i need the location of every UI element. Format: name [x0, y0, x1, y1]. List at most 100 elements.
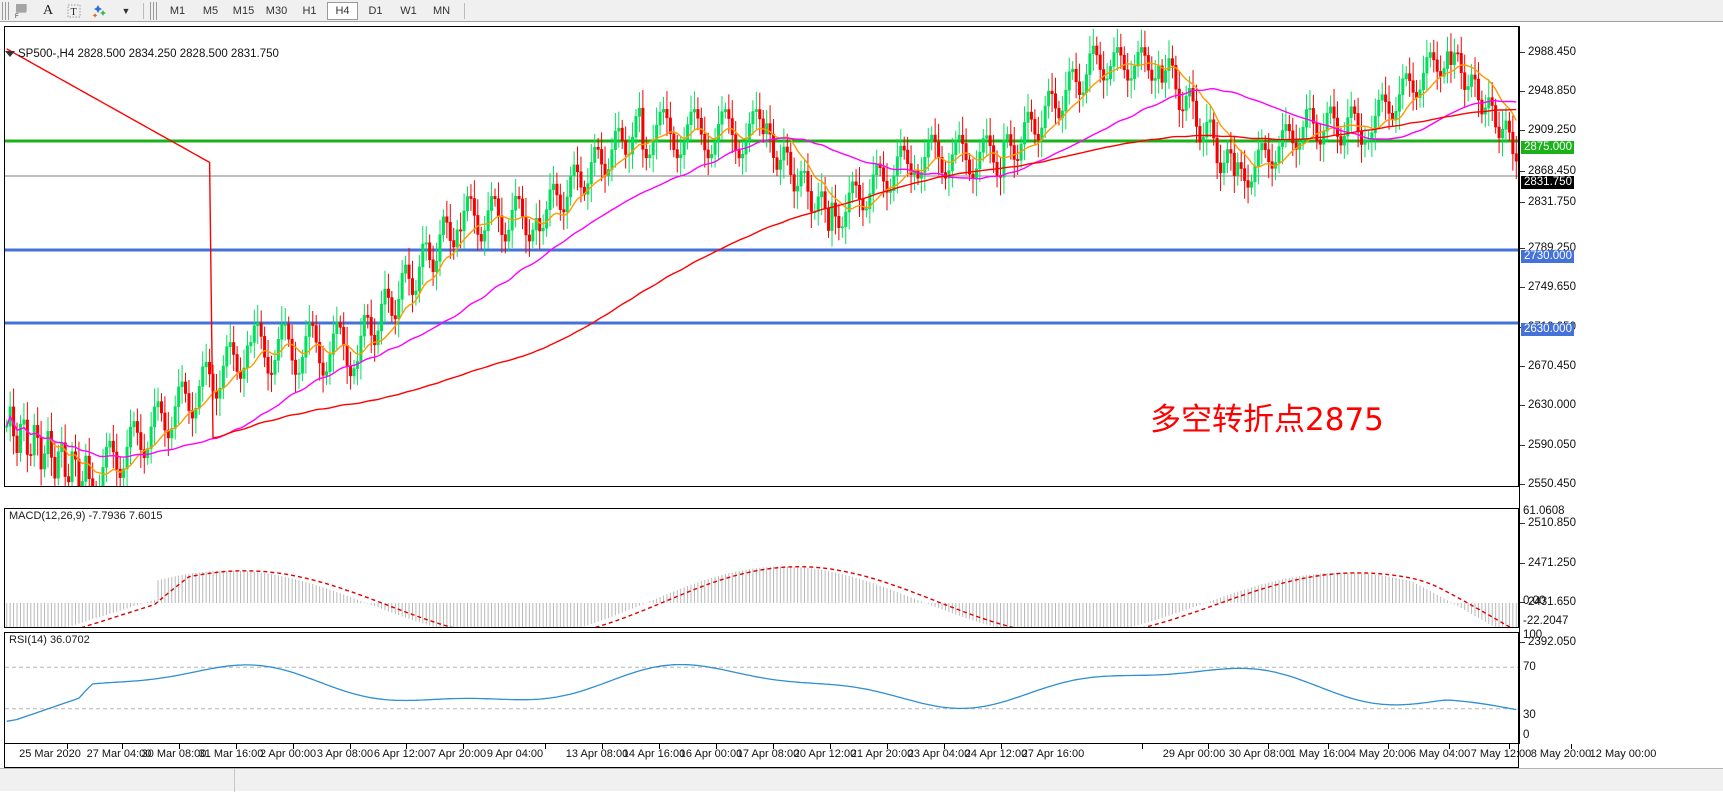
candlestick: [706, 132, 710, 176]
timeframe-w1[interactable]: W1: [400, 4, 417, 17]
candlestick: [149, 411, 153, 464]
svg-text:T: T: [71, 7, 77, 18]
candlestick: [902, 136, 906, 160]
rsi-panel[interactable]: RSI(14) 36.0702: [4, 632, 1519, 744]
candlestick: [80, 471, 84, 486]
text-tool-icon[interactable]: A: [42, 2, 54, 18]
time-tick-separator: [1571, 744, 1572, 749]
level-label-2630[interactable]: 2630.000: [1521, 323, 1574, 336]
candlestick: [576, 146, 580, 191]
time-tick-separator: [1142, 744, 1143, 749]
candlestick: [1181, 92, 1185, 129]
candlestick: [486, 192, 490, 250]
dropdown-arrow-icon[interactable]: ▼: [121, 5, 131, 16]
toolbar-drag-handle[interactable]: [2, 1, 9, 20]
candlestick: [1260, 129, 1264, 164]
candlestick: [531, 222, 535, 249]
candlestick: [1177, 71, 1181, 127]
candlestick: [496, 182, 500, 233]
candlestick: [661, 96, 665, 125]
candlestick: [118, 456, 122, 486]
candlestick: [844, 194, 848, 245]
timeframe-m30[interactable]: M30: [265, 4, 288, 17]
timeframe-h4[interactable]: H4: [327, 1, 358, 20]
grid-period-icon[interactable]: F: [9, 1, 35, 21]
candlestick: [1384, 76, 1388, 120]
price-scale[interactable]: 2988.450 2948.850 2909.250 2868.450 2831.750…: [1519, 26, 1723, 744]
candlestick: [947, 152, 951, 197]
time-tick-separator: [236, 744, 237, 749]
candlestick: [734, 120, 738, 165]
label-tool-icon[interactable]: T: [61, 1, 87, 21]
candlestick: [32, 413, 36, 467]
level-label-2875[interactable]: 2875.000: [1521, 141, 1574, 154]
time-axis[interactable]: 25 Mar 2020 27 Mar 04:00 30 Mar 08:00 31 Ma…: [4, 744, 1656, 768]
candlestick: [441, 209, 445, 242]
templates-icon[interactable]: [87, 1, 113, 21]
timeframe-drag-handle[interactable]: [150, 1, 157, 20]
price-chart-panel[interactable]: [4, 26, 1519, 487]
candlestick: [754, 91, 758, 130]
candlestick: [957, 121, 961, 154]
candlestick: [428, 234, 432, 269]
rsi-tick: 0: [1523, 729, 1530, 741]
candlestick: [146, 441, 150, 465]
candlestick: [1225, 139, 1229, 174]
chart-annotation-text[interactable]: 多空转折点2875: [1150, 402, 1384, 438]
candlestick: [407, 247, 411, 296]
candlestick: [655, 107, 659, 160]
candlestick: [111, 424, 115, 469]
candlestick: [153, 388, 157, 446]
rsi-line: [6, 663, 1517, 722]
candlestick: [297, 358, 301, 389]
candlestick: [888, 178, 892, 205]
candlestick: [572, 151, 576, 190]
macd-tick: 0.00: [1523, 595, 1546, 607]
candlestick: [386, 273, 390, 313]
candlestick: [637, 92, 641, 133]
last-price-label[interactable]: 2831.750: [1521, 176, 1574, 189]
macd-panel[interactable]: MACD(12,26,9) -7.7936 7.6015: [4, 508, 1519, 628]
timeframe-h1[interactable]: H1: [302, 4, 317, 17]
level-label-2730[interactable]: 2730.000: [1521, 250, 1574, 263]
candlestick: [1105, 63, 1109, 96]
candlestick: [665, 91, 669, 137]
timeframe-m5[interactable]: M5: [202, 4, 219, 17]
timeframe-d1[interactable]: D1: [368, 4, 383, 17]
candlestick: [517, 186, 521, 209]
candlestick: [393, 300, 397, 335]
candlestick: [184, 372, 188, 403]
candlestick: [362, 303, 366, 348]
candlestick: [249, 335, 253, 354]
candlestick: [469, 184, 473, 211]
timeframe-m15[interactable]: M15: [232, 4, 255, 17]
candlestick: [46, 417, 50, 468]
candlestick: [1250, 174, 1254, 195]
candlestick: [87, 437, 91, 486]
timeframe-mn[interactable]: MN: [432, 4, 451, 17]
rsi-tick: 100: [1523, 629, 1543, 641]
candlestick: [861, 182, 865, 227]
candlestick: [132, 411, 136, 437]
candlestick: [1160, 59, 1164, 90]
candlestick: [620, 119, 624, 149]
candlestick: [1487, 79, 1491, 127]
candlestick: [25, 402, 29, 473]
timeframe-m1[interactable]: M1: [169, 4, 186, 17]
collapse-triangle-icon[interactable]: [5, 51, 15, 57]
candlestick: [156, 387, 160, 421]
candlestick: [266, 339, 270, 391]
candlestick: [490, 182, 494, 225]
candlestick: [699, 107, 703, 145]
candlestick: [201, 351, 205, 402]
candlestick: [933, 118, 937, 159]
candlestick: [1122, 46, 1126, 79]
candlestick: [988, 117, 992, 164]
candlestick: [868, 179, 872, 224]
time-axis-label: 16 Apr 00:00: [679, 748, 743, 760]
candlestick: [521, 185, 525, 230]
timeframe-group: M1 M5 M15 M30 H1 H4 D1 W1 MN: [161, 1, 458, 20]
chart-area[interactable]: SP500-,H4 2828.500 2834.250 2828.500 283…: [0, 22, 1723, 791]
candlestick: [1291, 117, 1295, 157]
candlestick: [273, 349, 277, 385]
